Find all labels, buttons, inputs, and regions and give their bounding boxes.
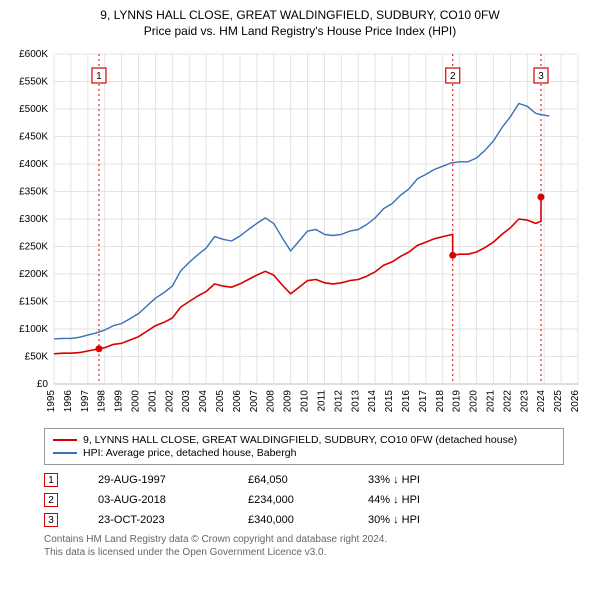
legend-swatch-property xyxy=(53,439,77,441)
svg-text:2002: 2002 xyxy=(164,390,175,413)
legend-swatch-hpi xyxy=(53,452,77,454)
svg-text:2009: 2009 xyxy=(283,390,294,413)
svg-text:2022: 2022 xyxy=(502,390,513,413)
svg-text:2003: 2003 xyxy=(181,390,192,413)
svg-text:£350K: £350K xyxy=(19,187,48,198)
chart-svg: £0 £50K £100K £150K £200K £250K £300K £350K £400… xyxy=(8,42,592,422)
svg-text:£300K: £300K xyxy=(19,214,48,225)
svg-text:2012: 2012 xyxy=(333,390,344,413)
transaction-pct-2: 44% ↓ HPI xyxy=(368,494,458,506)
svg-text:2018: 2018 xyxy=(435,390,446,413)
transaction-marker-2: 2 xyxy=(44,493,58,507)
svg-text:£500K: £500K xyxy=(19,104,48,115)
transaction-row-2: 2 03-AUG-2018 £234,000 44% ↓ HPI xyxy=(44,493,592,507)
svg-text:1996: 1996 xyxy=(63,390,74,413)
transaction-row-3: 3 23-OCT-2023 £340,000 30% ↓ HPI xyxy=(44,513,592,527)
svg-text:1999: 1999 xyxy=(114,390,125,413)
svg-text:3: 3 xyxy=(538,71,544,82)
svg-text:£200K: £200K xyxy=(19,269,48,280)
svg-text:2006: 2006 xyxy=(232,390,243,413)
svg-text:2020: 2020 xyxy=(469,390,480,413)
svg-text:2004: 2004 xyxy=(198,390,209,413)
svg-text:2011: 2011 xyxy=(316,390,327,412)
svg-text:1: 1 xyxy=(96,71,102,82)
svg-text:2014: 2014 xyxy=(367,390,378,413)
legend-row-property: 9, LYNNS HALL CLOSE, GREAT WALDINGFIELD,… xyxy=(53,434,555,446)
svg-text:2005: 2005 xyxy=(215,390,226,413)
svg-text:2021: 2021 xyxy=(485,390,496,413)
legend-label-hpi: HPI: Average price, detached house, Babe… xyxy=(83,447,296,459)
transaction-pct-3: 30% ↓ HPI xyxy=(368,514,458,526)
legend-row-hpi: HPI: Average price, detached house, Babe… xyxy=(53,447,555,459)
svg-text:1998: 1998 xyxy=(97,390,108,413)
svg-text:£450K: £450K xyxy=(19,132,48,143)
transaction-marker-1-num: 1 xyxy=(48,475,54,486)
svg-text:£150K: £150K xyxy=(19,297,48,308)
transaction-date-2: 03-AUG-2018 xyxy=(98,494,208,506)
transaction-price-1: £64,050 xyxy=(248,474,328,486)
transaction-date-3: 23-OCT-2023 xyxy=(98,514,208,526)
svg-text:2016: 2016 xyxy=(401,390,412,413)
svg-text:1997: 1997 xyxy=(80,390,91,413)
svg-text:2017: 2017 xyxy=(418,390,429,413)
svg-text:2025: 2025 xyxy=(553,390,564,413)
footnote-line1: Contains HM Land Registry data © Crown c… xyxy=(44,533,592,546)
legend: 9, LYNNS HALL CLOSE, GREAT WALDINGFIELD,… xyxy=(44,428,564,465)
transaction-price-2: £234,000 xyxy=(248,494,328,506)
transaction-marker-1: 1 xyxy=(44,473,58,487)
svg-text:2: 2 xyxy=(450,71,456,82)
svg-text:2015: 2015 xyxy=(384,390,395,413)
svg-text:£600K: £600K xyxy=(19,49,48,60)
svg-text:2013: 2013 xyxy=(350,390,361,413)
legend-label-property: 9, LYNNS HALL CLOSE, GREAT WALDINGFIELD,… xyxy=(83,434,517,446)
transaction-marker-2-num: 2 xyxy=(48,495,54,506)
svg-text:2024: 2024 xyxy=(536,390,547,413)
svg-text:£400K: £400K xyxy=(19,159,48,170)
svg-text:2008: 2008 xyxy=(266,390,277,413)
chart-title-line1: 9, LYNNS HALL CLOSE, GREAT WALDINGFIELD,… xyxy=(8,8,592,22)
footnote-line2: This data is licensed under the Open Gov… xyxy=(44,546,592,559)
transaction-price-3: £340,000 xyxy=(248,514,328,526)
svg-text:£50K: £50K xyxy=(25,352,49,363)
transaction-marker-3-num: 3 xyxy=(48,515,54,526)
svg-text:2000: 2000 xyxy=(131,390,142,413)
svg-text:£250K: £250K xyxy=(19,242,48,253)
svg-text:2001: 2001 xyxy=(147,390,158,413)
footnote: Contains HM Land Registry data © Crown c… xyxy=(44,533,592,559)
transaction-row-1: 1 29-AUG-1997 £64,050 33% ↓ HPI xyxy=(44,473,592,487)
transaction-date-1: 29-AUG-1997 xyxy=(98,474,208,486)
price-chart: £0 £50K £100K £150K £200K £250K £300K £350K £400… xyxy=(8,42,592,422)
chart-title-block: 9, LYNNS HALL CLOSE, GREAT WALDINGFIELD,… xyxy=(8,8,592,38)
svg-text:£550K: £550K xyxy=(19,77,48,88)
svg-text:2026: 2026 xyxy=(570,390,581,413)
svg-text:2023: 2023 xyxy=(519,390,530,413)
svg-text:£0: £0 xyxy=(37,379,49,390)
transactions-table: 1 29-AUG-1997 £64,050 33% ↓ HPI 2 03-AUG… xyxy=(44,473,592,527)
transaction-marker-3: 3 xyxy=(44,513,58,527)
svg-text:1995: 1995 xyxy=(46,390,57,413)
svg-text:2010: 2010 xyxy=(300,390,311,413)
transaction-pct-1: 33% ↓ HPI xyxy=(368,474,458,486)
chart-title-line2: Price paid vs. HM Land Registry's House … xyxy=(8,24,592,38)
svg-text:£100K: £100K xyxy=(19,324,48,335)
svg-text:2019: 2019 xyxy=(452,390,463,413)
svg-text:2007: 2007 xyxy=(249,390,260,413)
